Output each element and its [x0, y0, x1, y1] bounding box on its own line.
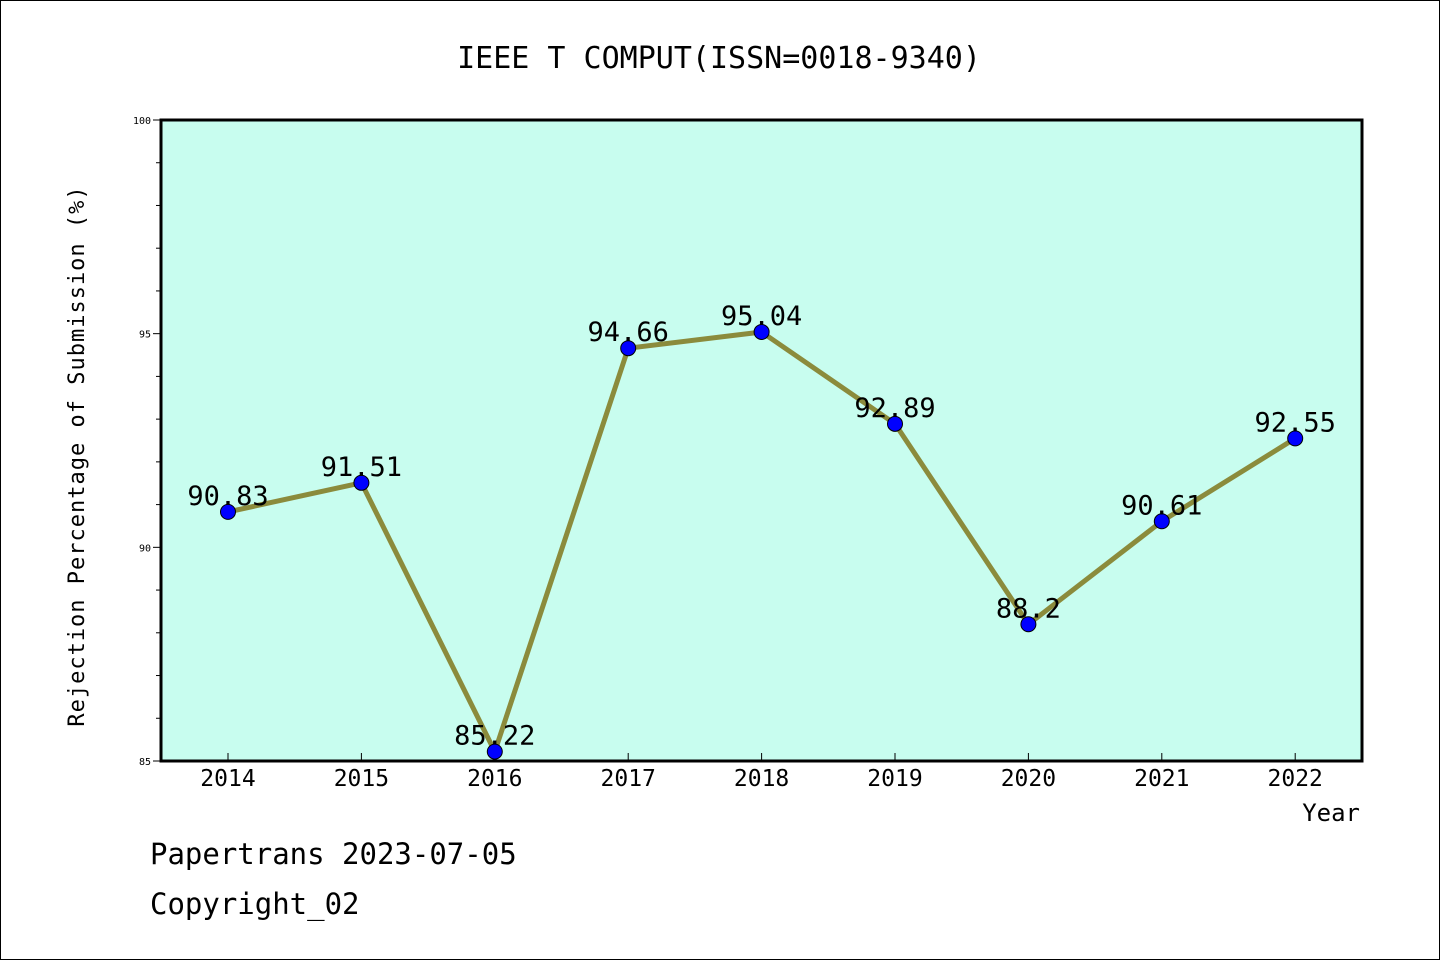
data-point-2015 [353, 474, 370, 491]
chart-title: IEEE T COMPUT(ISSN=0018-9340) [457, 41, 981, 76]
y-tick-label: 85 [139, 757, 151, 768]
x-tick-label: 2018 [734, 766, 789, 792]
footer-date: Papertrans 2023-07-05 [150, 837, 517, 871]
data-point-2017 [620, 340, 637, 357]
x-tick-label: 2016 [467, 766, 522, 792]
x-tick-label: 2015 [334, 766, 389, 792]
data-point-2014 [220, 503, 236, 520]
data-label-group: 90.83 91.51 85.22 94.66 95.04 92.89 88.2 90.61 9… [187, 301, 1335, 752]
plot-area [159, 118, 1364, 763]
data-point-2019 [887, 415, 903, 432]
data-label-2017: 94.66 [588, 317, 669, 348]
x-tick-label: 2022 [1268, 766, 1323, 792]
data-label-2019: 92.89 [854, 393, 935, 424]
data-label-2015: 91.51 [321, 452, 402, 483]
data-label-2018: 95.04 [721, 301, 802, 332]
x-tick-label: 2021 [1134, 766, 1189, 792]
data-label-2014: 90.83 [187, 481, 268, 512]
y-tick-label: 95 [139, 330, 151, 341]
footer-copyright: Copyright_02 [150, 887, 360, 922]
data-label-2021: 90.61 [1121, 490, 1202, 521]
marker-group [220, 323, 1304, 760]
x-tick-label: 2017 [601, 766, 656, 792]
x-axis: 2014 2015 2016 2017 2018 2019 2020 2021 2022 [200, 753, 1323, 792]
x-tick-label: 2019 [867, 766, 922, 792]
data-point-2018 [753, 323, 770, 340]
y-tick-label: 100 [133, 116, 151, 127]
x-tick-label: 2014 [200, 766, 255, 792]
data-point-2022 [1287, 430, 1304, 447]
x-axis-label: Year [1302, 799, 1360, 827]
data-point-2021 [1153, 513, 1170, 530]
y-axis-label: Rejection Percentage of Submission (%) [65, 185, 90, 726]
x-tick-label: 2020 [1001, 766, 1056, 792]
data-label-2022: 92.55 [1255, 407, 1336, 438]
data-point-2020 [1020, 616, 1037, 633]
data-label-2020: 88.2 [996, 593, 1061, 624]
data-point-2016 [486, 743, 503, 760]
y-axis: 85 90 95 100 [133, 116, 161, 768]
data-label-2016: 85.22 [454, 721, 535, 752]
y-tick-label: 90 [139, 543, 151, 554]
